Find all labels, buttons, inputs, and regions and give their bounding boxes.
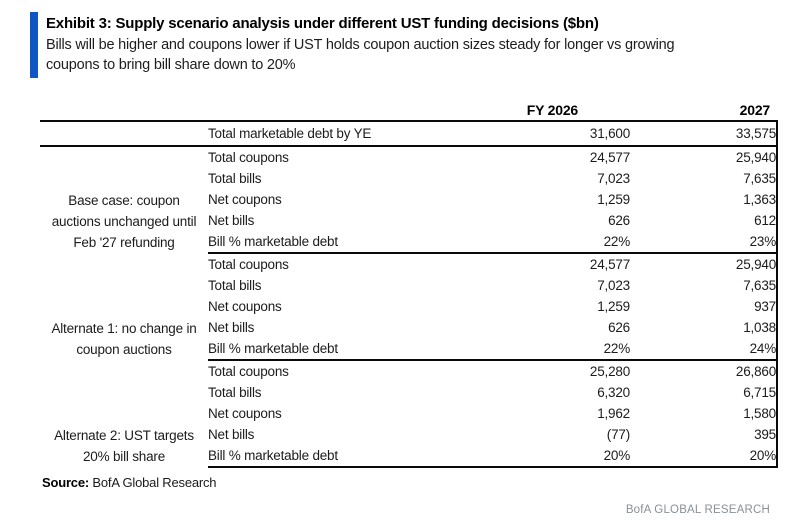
value-fy2026: 1,962	[597, 406, 630, 421]
table-row: Total marketable debt by YE 31,600 33,57…	[40, 120, 778, 147]
exhibit-title: Exhibit 3: Supply scenario analysis unde…	[46, 15, 599, 32]
row-label: Net bills	[208, 213, 255, 228]
value-2027: 6,715	[630, 382, 778, 403]
row-label: Bill % marketable debt	[208, 445, 430, 468]
section-alternate-1: Alternate 1: no change in coupon auction…	[40, 253, 778, 361]
table-row: Bill % marketable debt 22% 24%	[40, 338, 778, 361]
accent-bar	[30, 12, 38, 78]
table-row: Base case: coupon auctions unchanged unt…	[40, 146, 778, 250]
table-row: Net coupons 1,962 1,580	[40, 403, 778, 424]
row-label: Bill % marketable debt	[208, 231, 430, 254]
row-label: Net coupons	[208, 406, 282, 421]
value-fy2026: 7,023	[597, 278, 630, 293]
table-row: Net coupons 1,259 1,363	[40, 189, 778, 210]
data-table: Total marketable debt by YE 31,600 33,57…	[40, 120, 778, 468]
source-label: Source:	[42, 475, 90, 490]
column-header-fy2026: FY 2026	[526, 102, 578, 118]
value-fy2026: 24,577	[589, 150, 630, 165]
value-2027: 33,575	[630, 120, 778, 147]
table-row: Total bills 6,320 6,715	[40, 382, 778, 403]
row-label: Total bills	[208, 385, 262, 400]
row-label: Net bills	[208, 427, 255, 442]
row-label: Bill % marketable debt	[208, 338, 430, 361]
value-2027: 25,940	[630, 146, 778, 168]
value-fy2026: 6,320	[597, 385, 630, 400]
brand-line: BofA GLOBAL RESEARCH	[625, 504, 770, 516]
row-label: Total coupons	[208, 364, 289, 379]
value-fy2026: 24,577	[589, 257, 630, 272]
value-2027: 23%	[630, 231, 778, 254]
source-line: Source: BofA Global Research	[42, 475, 791, 490]
row-label: Net coupons	[208, 299, 282, 314]
value-fy2026: 20%	[430, 445, 630, 468]
value-fy2026: 25,280	[589, 364, 630, 379]
value-2027: 7,635	[630, 275, 778, 296]
value-2027: 25,940	[630, 253, 778, 275]
value-fy2026: 626	[608, 213, 630, 228]
column-header-2027: 2027	[739, 102, 771, 118]
table-row: Net bills 626 612	[40, 210, 778, 231]
value-2027: 937	[630, 296, 778, 317]
row-label: Total bills	[208, 171, 262, 186]
row-label: Net coupons	[208, 192, 282, 207]
value-2027: 7,635	[630, 168, 778, 189]
column-header-row: FY 2026 2027	[40, 96, 777, 118]
value-2027: 24%	[630, 338, 778, 361]
section-base-case: Base case: coupon auctions unchanged unt…	[40, 146, 778, 254]
header-text: Exhibit 3: Supply scenario analysis unde…	[46, 12, 675, 78]
table-row: Alternate 2: UST targets 20% bill share …	[40, 360, 778, 464]
value-fy2026: 22%	[430, 231, 630, 254]
value-fy2026: 22%	[430, 338, 630, 361]
scenario-label: Base case: coupon auctions unchanged unt…	[51, 193, 197, 250]
row-label: Total coupons	[208, 150, 289, 165]
row-label: Total marketable debt by YE	[208, 120, 430, 147]
value-fy2026: 1,259	[597, 299, 630, 314]
summary-section: Total marketable debt by YE 31,600 33,57…	[40, 120, 778, 147]
table-row: Total bills 7,023 7,635	[40, 275, 778, 296]
value-fy2026: (77)	[606, 427, 630, 442]
value-fy2026: 7,023	[597, 171, 630, 186]
value-fy2026: 626	[608, 320, 630, 335]
value-2027: 20%	[630, 445, 778, 468]
value-fy2026: 1,259	[597, 192, 630, 207]
section-alternate-2: Alternate 2: UST targets 20% bill share …	[40, 360, 778, 468]
table-row: Net bills 626 1,038	[40, 317, 778, 338]
value-2027: 1,038	[630, 317, 778, 338]
value-2027: 1,363	[630, 189, 778, 210]
exhibit-header: Exhibit 3: Supply scenario analysis unde…	[30, 12, 750, 78]
source-text: BofA Global Research	[89, 475, 217, 490]
scenario-label: Alternate 2: UST targets 20% bill share	[54, 428, 194, 464]
table-zone: FY 2026 2027 Total marketable debt by YE…	[40, 96, 778, 468]
row-label: Total bills	[208, 278, 262, 293]
value-2027: 395	[630, 424, 778, 445]
table-row: Bill % marketable debt 22% 23%	[40, 231, 778, 254]
row-label: Total coupons	[208, 257, 289, 272]
scenario-label: Alternate 1: no change in coupon auction…	[51, 321, 197, 357]
table-row: Alternate 1: no change in coupon auction…	[40, 253, 778, 357]
table-row: Total bills 7,023 7,635	[40, 168, 778, 189]
exhibit-subtitle: Bills will be higher and coupons lower i…	[46, 37, 675, 73]
value-2027: 26,860	[630, 360, 778, 382]
value-2027: 612	[630, 210, 778, 231]
row-label: Net bills	[208, 320, 255, 335]
table-row: Net coupons 1,259 937	[40, 296, 778, 317]
scenario-cell-empty	[40, 120, 208, 147]
value-2027: 1,580	[630, 403, 778, 424]
table-row: Net bills (77) 395	[40, 424, 778, 445]
value-fy2026: 31,600	[430, 120, 630, 147]
table-row: Bill % marketable debt 20% 20%	[40, 445, 778, 468]
